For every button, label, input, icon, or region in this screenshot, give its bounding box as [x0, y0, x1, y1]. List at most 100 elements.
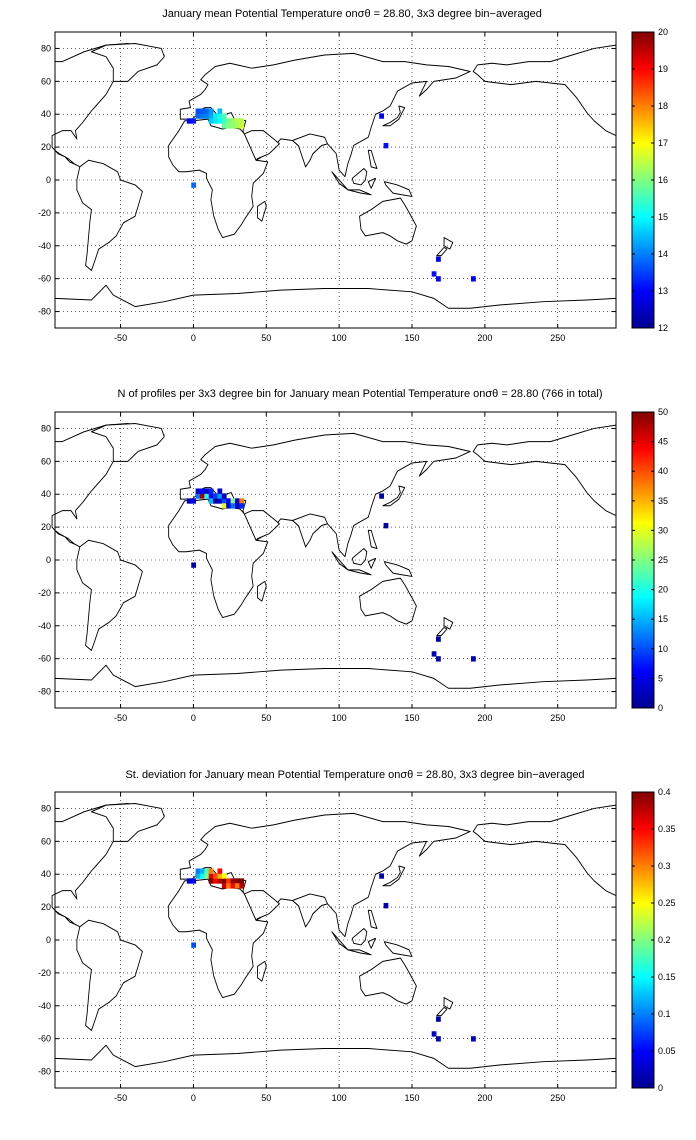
plot-area: -50 0 50 100 150 200 250 -80 -60 -40 -20 0 20 40 60 80: [38, 31, 617, 343]
x-tick-label: 150: [404, 333, 419, 343]
x-tick-label: 0: [191, 1093, 196, 1103]
heatmap-cell: [208, 498, 214, 504]
colorbar-gradient: [631, 791, 655, 1089]
heatmap-cell: [230, 118, 236, 124]
heatmap-cell: [191, 182, 197, 188]
colorbar-tick-label: 17: [658, 138, 668, 148]
heatmap-cell: [431, 271, 437, 277]
heatmap-cell: [383, 523, 389, 529]
panel-count: N of profiles per 3x3 degree bin for Jan…: [38, 388, 668, 723]
heatmap-cell: [204, 113, 210, 119]
y-tick-label: -20: [38, 968, 51, 978]
colorbar-tick-label: 0.1: [658, 1009, 671, 1019]
heatmap-cell: [204, 868, 210, 874]
gridlines: [55, 412, 616, 708]
axis-ticks: -50 0 50 100 150 200 250 -80 -60 -40 -20 0 20 40 60 80: [38, 792, 616, 1103]
heatmap-cell: [217, 868, 223, 874]
y-tick-label: -40: [38, 1001, 51, 1011]
heatmap-cell: [199, 488, 205, 494]
heatmap-cell: [213, 113, 218, 119]
heatmap-cell: [195, 108, 201, 114]
heatmap-cell: [208, 878, 214, 884]
plot-area: -50 0 50 100 150 200 250 -80 -60 -40 -20 0 20 40 60 80: [38, 791, 617, 1103]
heatmap-cell: [213, 493, 218, 499]
colorbar-tick-label: 45: [658, 437, 668, 447]
colorbar-ticks: 0 0.05 0.1 0.15 0.2 0.25 0.3 0.35 0.4: [632, 787, 676, 1093]
colorbar-tick-label: 0.4: [658, 787, 671, 797]
data-cells: [186, 108, 476, 282]
x-tick-label: 0: [191, 713, 196, 723]
colorbar-tick-label: 35: [658, 496, 668, 506]
colorbar-tick-label: 15: [658, 212, 668, 222]
heatmap-cell: [239, 118, 245, 124]
y-tick-label: 20: [41, 522, 51, 532]
heatmap-cell: [191, 118, 197, 124]
colorbar-tick-label: 50: [658, 407, 668, 417]
y-tick-label: -20: [38, 208, 51, 218]
heatmap-cell: [230, 503, 236, 509]
y-tick-label: -40: [38, 241, 51, 251]
colorbar-tick-label: 0: [658, 703, 663, 713]
heatmap-cell: [436, 1016, 441, 1022]
heatmap-cell: [230, 883, 236, 889]
y-tick-label: 0: [46, 555, 51, 565]
colorbar-tick-label: 5: [658, 673, 663, 683]
heatmap-cell: [217, 113, 223, 119]
heatmap-cell: [186, 118, 192, 124]
x-tick-label: 150: [404, 713, 419, 723]
x-tick-label: 250: [550, 713, 565, 723]
y-tick-label: 40: [41, 489, 51, 499]
heatmap-cell: [234, 503, 240, 509]
heatmap-cell: [436, 656, 441, 662]
y-tick-label: 60: [41, 836, 51, 846]
y-tick-label: -40: [38, 621, 51, 631]
heatmap-cell: [230, 123, 236, 129]
x-tick-label: 250: [550, 333, 565, 343]
heatmap-cell: [217, 498, 223, 504]
colorbar-tick-label: 19: [658, 64, 668, 74]
heatmap-cell: [436, 256, 441, 262]
heatmap-cell: [221, 883, 227, 889]
colorbar-gradient: [631, 411, 655, 709]
heatmap-cell: [234, 118, 240, 124]
heatmap-cell: [226, 498, 231, 504]
heatmap-cell: [204, 493, 210, 499]
heatmap-cell: [195, 873, 201, 879]
heatmap-cell: [234, 878, 240, 884]
heatmap-cell: [379, 493, 384, 499]
heatmap-cell: [191, 498, 197, 504]
colorbar-tick-label: 16: [658, 175, 668, 185]
x-tick-label: 0: [191, 333, 196, 343]
y-tick-label: 0: [46, 175, 51, 185]
x-tick-label: 200: [477, 1093, 492, 1103]
heatmap-cell: [226, 118, 231, 124]
y-tick-label: 60: [41, 456, 51, 466]
colorbar-tick-label: 0.3: [658, 861, 671, 871]
heatmap-cell: [217, 873, 223, 879]
heatmap-cell: [195, 488, 201, 494]
y-tick-label: 20: [41, 902, 51, 912]
heatmap-cell: [471, 1036, 476, 1042]
heatmap-cell: [221, 873, 227, 879]
heatmap-cell: [213, 498, 218, 504]
heatmap-cell: [217, 493, 223, 499]
heatmap-cell: [199, 108, 205, 114]
heatmap-cell: [471, 656, 476, 662]
panel-mean: January mean Potential Temperature onσθ …: [38, 8, 668, 343]
panel-title: St. deviation for January mean Potential…: [125, 769, 584, 781]
colorbar-tick-label: 0.15: [658, 972, 676, 982]
x-tick-label: 250: [550, 1093, 565, 1103]
colorbar-tick-label: 25: [658, 555, 668, 565]
heatmap-cell: [191, 878, 197, 884]
heatmap-cell: [186, 878, 192, 884]
y-tick-label: 80: [41, 803, 51, 813]
y-tick-label: 80: [41, 43, 51, 53]
heatmap-cell: [213, 118, 218, 124]
heatmap-cell: [213, 873, 218, 879]
heatmap-cell: [383, 903, 389, 909]
heatmap-cell: [226, 878, 231, 884]
colorbar-tick-label: 0.35: [658, 824, 676, 834]
y-tick-label: -80: [38, 1067, 51, 1077]
heatmap-cell: [379, 113, 384, 119]
colorbar-tick-label: 13: [658, 286, 668, 296]
